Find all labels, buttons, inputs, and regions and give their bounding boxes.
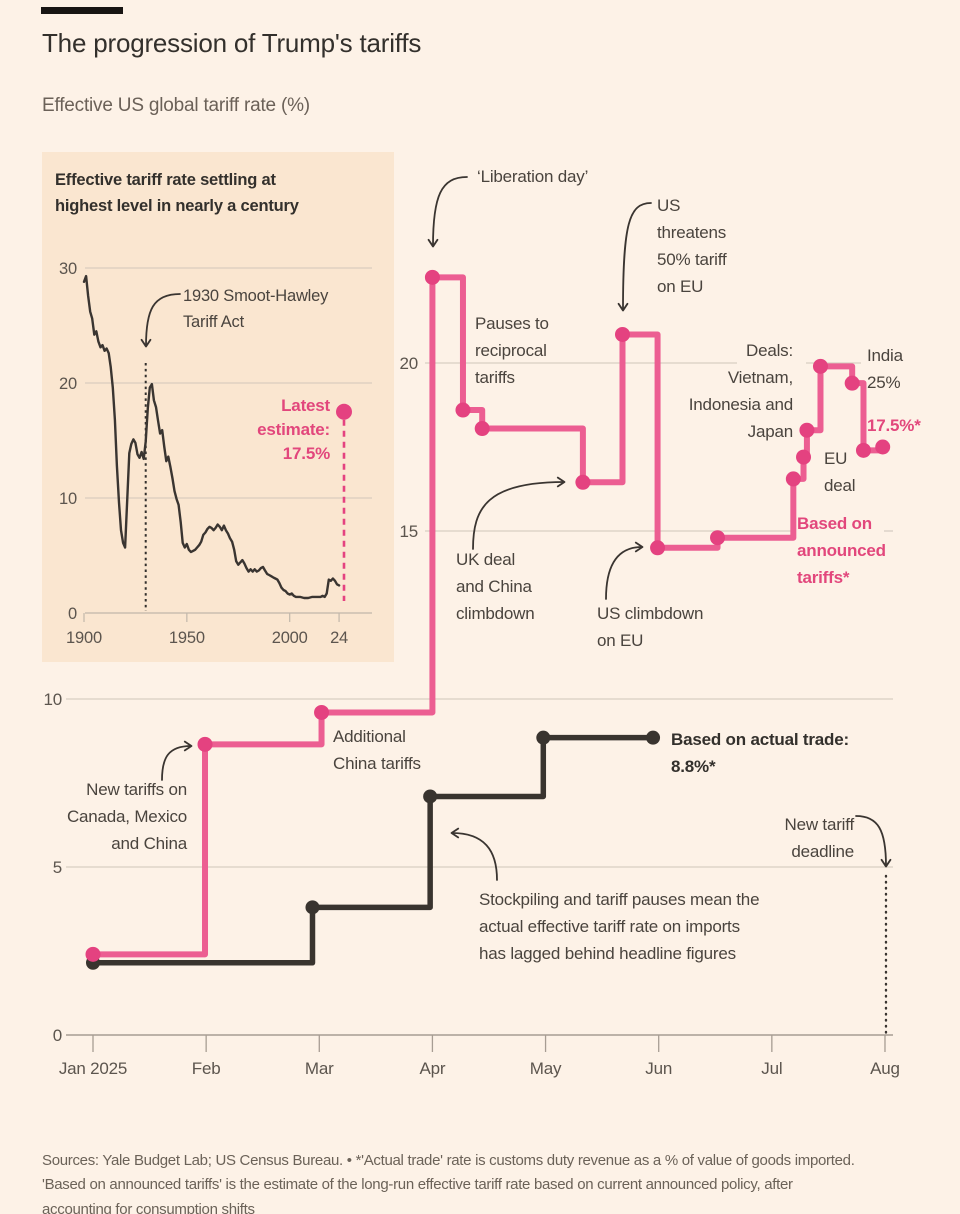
data-point [474, 421, 490, 437]
liberation-day-arrow [427, 176, 468, 248]
stockpiling-arrow [450, 827, 498, 881]
stockpiling-annotation: Stockpiling and tariff pauses mean the a… [479, 890, 760, 963]
data-point [785, 471, 801, 487]
data-point [796, 449, 812, 465]
new-tariffs-annotation: New tariffs on Canada, Mexico and China [66, 780, 187, 853]
axis-labels: 0 5 10 15 20 Jan 2025 Feb Mar Apr May Jun Jul Aug 0 10… [43, 260, 900, 1078]
additional-china-annotation: Additional China tariffs [333, 727, 421, 773]
based-actual-label: Based on actual trade: 8.8%* [671, 730, 849, 776]
data-point [575, 474, 591, 490]
pauses-annotation: Pauses to reciprocal tariffs [475, 314, 549, 387]
main-x-tick-label: Apr [419, 1059, 445, 1078]
data-point [812, 358, 828, 374]
latest-estimate-annotation: Latest estimate: 17.5% [257, 396, 330, 463]
new-tariffs-arrow [161, 740, 193, 781]
inset-x-tick-label: 2000 [272, 629, 308, 647]
eu-deal-annotation: EU deal [824, 449, 856, 495]
data-point [844, 375, 860, 391]
inset-x-tick-label: 24 [330, 629, 348, 647]
uk-deal-annotation: UK deal and China climbdown [456, 550, 535, 623]
us-climbdown-annotation: US climbdown on EU [597, 604, 704, 650]
final-announced-rate-label: 17.5%* [867, 416, 921, 435]
smoot-hawley-arrow [140, 293, 181, 348]
footer-sources: Sources: Yale Budget Lab; US Census Bure… [42, 1151, 855, 1214]
inset-x-tick-label: 1950 [169, 629, 205, 647]
us-climbdown-arrow [605, 541, 644, 600]
footer: Sources: Yale Budget Lab; US Census Bure… [42, 1124, 942, 1214]
us-threatens-arrow [617, 202, 652, 312]
smoot-hawley-annotation: 1930 Smoot-Hawley Tariff Act [183, 287, 329, 331]
deadline-annotation: New tariff deadline [784, 815, 855, 861]
main-x-tick-label: Jun [645, 1059, 672, 1078]
tariff-step-series [85, 269, 891, 1035]
us-threatens-annotation: US threatens 50% tariff on EU [657, 196, 727, 296]
main-y-tick-label: 0 [53, 1026, 62, 1045]
inset-y-tick-label: 20 [59, 375, 77, 393]
data-point [875, 439, 891, 455]
main-x-tick-label: May [530, 1059, 562, 1078]
data-point [305, 900, 320, 915]
inset-y-tick-label: 10 [59, 490, 77, 508]
data-point [536, 730, 551, 745]
inset-panel [42, 152, 394, 662]
ft-top-rule [41, 7, 123, 14]
data-point [614, 326, 630, 342]
liberation-day-annotation: ‘Liberation day’ [477, 167, 589, 186]
data-point [85, 946, 101, 962]
main-x-tick-label: Mar [305, 1059, 334, 1078]
page-subtitle: Effective US global tariff rate (%) [42, 95, 310, 116]
main-y-tick-label: 5 [53, 858, 62, 877]
data-point [646, 730, 661, 745]
inset-gridlines [85, 267, 372, 614]
main-y-tick-label: 10 [43, 690, 62, 709]
data-point [424, 269, 440, 285]
inset-title: Effective tariff rate settling at highes… [55, 171, 299, 215]
inset-y-tick-label: 0 [68, 605, 77, 623]
data-point [197, 736, 213, 752]
data-point [799, 422, 815, 438]
data-point [423, 789, 438, 804]
latest-estimate-dot [336, 403, 352, 420]
data-point [455, 402, 471, 418]
main-y-tick-label: 15 [399, 522, 418, 541]
inset-series [82, 274, 352, 611]
data-point [710, 530, 726, 546]
page-title: The progression of Trump's tariffs [42, 28, 422, 58]
historical-tariff-line [82, 274, 341, 600]
inset-y-tick-label: 30 [59, 260, 77, 278]
annotation-arrows [140, 176, 892, 881]
main-x-tick-label: Jan 2025 [59, 1059, 127, 1078]
india-annotation: India 25% [867, 346, 903, 392]
actual-trade-line [93, 734, 654, 966]
data-point [650, 540, 666, 556]
main-x-tick-label: Feb [192, 1059, 221, 1078]
data-point [314, 704, 330, 720]
inset-x-tick-label: 1900 [66, 629, 102, 647]
data-point [855, 442, 871, 458]
main-y-tick-label: 20 [399, 354, 418, 373]
main-x-tick-label: Aug [870, 1059, 900, 1078]
based-announced-label: Based on announced tariffs* [797, 514, 886, 587]
deadline-arrow [855, 815, 892, 868]
deals-annotation: Deals: Vietnam, Indonesia and Japan [688, 341, 793, 441]
main-x-tick-label: Jul [761, 1059, 782, 1078]
uk-deal-arrow [472, 476, 566, 550]
